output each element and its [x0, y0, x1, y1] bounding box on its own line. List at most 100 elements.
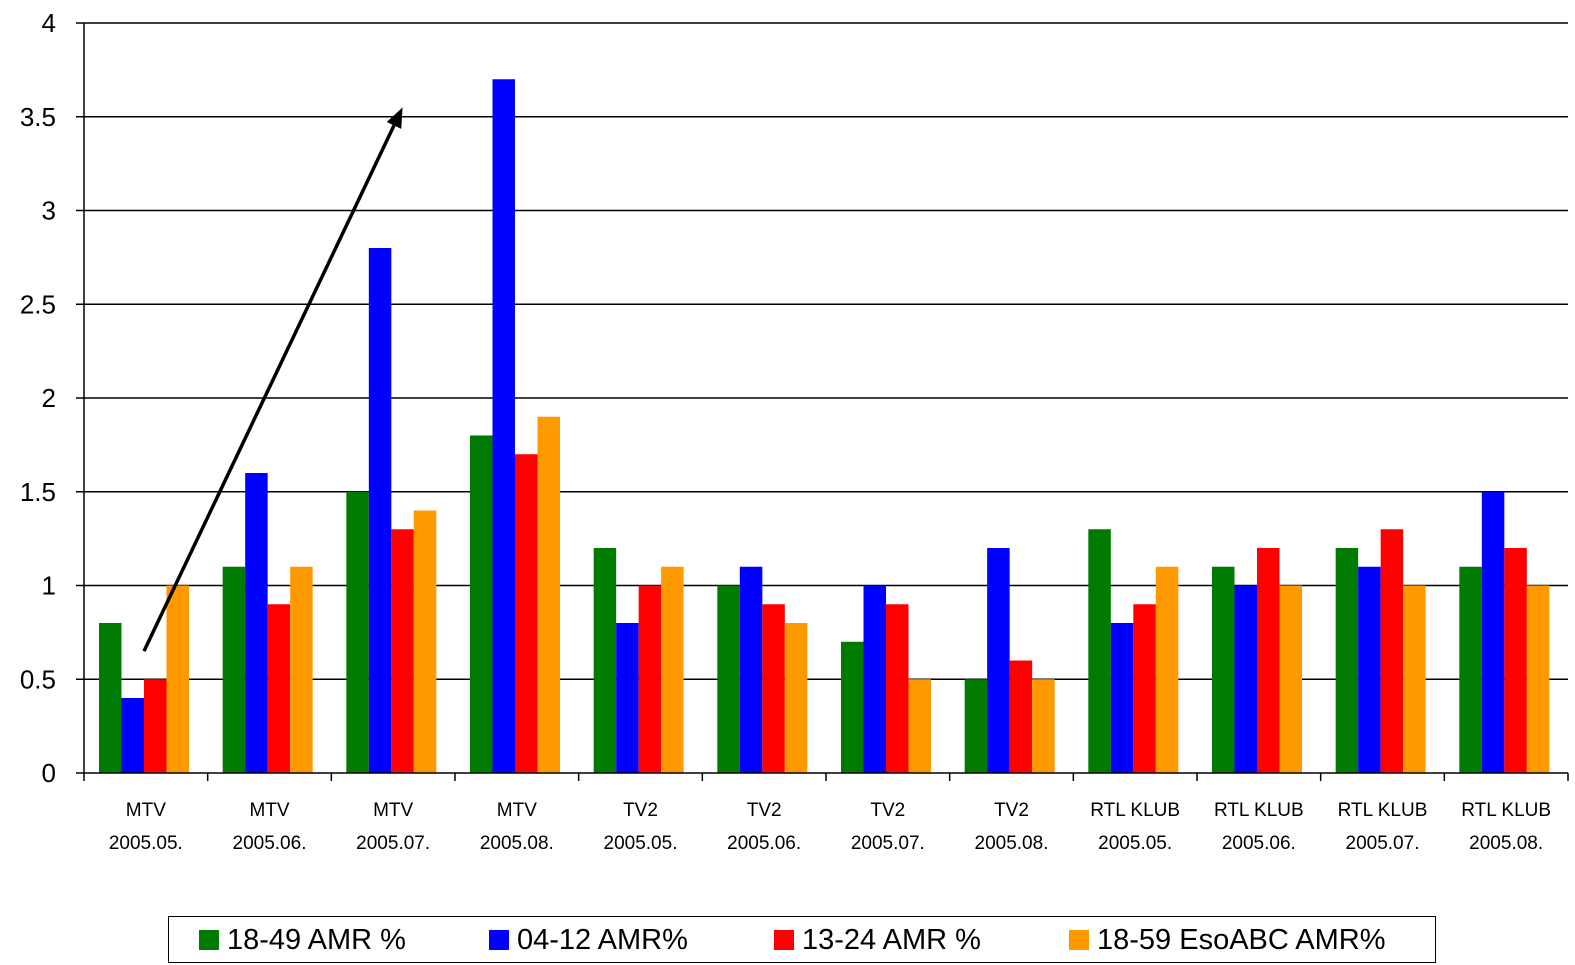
- bar: [1110, 623, 1134, 773]
- legend-item: 18-59 EsoABC AMR%: [1069, 923, 1386, 957]
- bar: [1088, 529, 1111, 773]
- x-tick-label: RTL KLUB: [1338, 800, 1428, 821]
- bar: [1155, 566, 1179, 773]
- bar: [470, 435, 493, 773]
- bar: [1526, 585, 1550, 773]
- bar: [1459, 566, 1482, 773]
- x-tick-label: 2005.06.: [1222, 833, 1296, 854]
- x-tick-label: RTL KLUB: [1214, 800, 1304, 821]
- legend-label: 13-24 AMR %: [802, 923, 981, 956]
- bar: [222, 566, 246, 773]
- bar: [1009, 660, 1033, 773]
- legend-swatch: [199, 930, 219, 950]
- bar: [616, 623, 639, 773]
- bar: [1358, 566, 1381, 773]
- legend-label: 18-59 EsoABC AMR%: [1097, 923, 1386, 956]
- bar: [99, 623, 122, 773]
- bar: [1481, 491, 1505, 773]
- bar: [717, 585, 740, 773]
- bar: [1335, 548, 1359, 773]
- bar: [144, 679, 167, 773]
- x-tick-label: 2005.05.: [604, 833, 678, 854]
- bar: [515, 454, 538, 773]
- axes: [76, 22, 1569, 781]
- legend-label: 18-49 AMR %: [227, 923, 406, 956]
- x-tick-label: TV2: [747, 800, 782, 821]
- y-tick-label: 3: [42, 196, 56, 226]
- bar: [391, 529, 414, 773]
- y-tick-label: 0: [42, 758, 56, 788]
- bar: [1403, 585, 1426, 773]
- bar: [1380, 529, 1404, 773]
- x-tick-label: TV2: [994, 800, 1029, 821]
- y-tick-label: 3.5: [20, 102, 56, 132]
- bar: [346, 491, 369, 773]
- x-tick-label: 2005.08.: [975, 833, 1049, 854]
- x-tick-label: RTL KLUB: [1461, 800, 1551, 821]
- gridlines: [84, 22, 1568, 680]
- bar: [245, 473, 268, 773]
- bar: [1234, 585, 1257, 773]
- bar: [537, 416, 560, 773]
- bar: [1133, 604, 1156, 773]
- arrow-head: [386, 107, 403, 129]
- legend-swatch: [774, 930, 794, 950]
- bar: [413, 510, 437, 773]
- legend-swatch: [489, 930, 509, 950]
- y-tick-label: 1: [42, 571, 56, 601]
- x-tick-label: 2005.07.: [851, 833, 925, 854]
- bar: [908, 679, 931, 773]
- x-tick-label: 2005.07.: [356, 833, 430, 854]
- x-tick-label: 2005.08.: [1469, 833, 1543, 854]
- y-tick-label: 2: [42, 383, 56, 413]
- x-tick-label: MTV: [373, 800, 413, 821]
- bar: [290, 566, 313, 773]
- bar: [593, 548, 617, 773]
- x-tick-label: 2005.07.: [1346, 833, 1420, 854]
- y-tick-label: 4: [42, 8, 56, 38]
- x-tick-label: 2005.05.: [109, 833, 183, 854]
- legend-swatch: [1069, 930, 1089, 950]
- x-tick-label: MTV: [126, 800, 166, 821]
- x-tick-label: MTV: [249, 800, 289, 821]
- legend-item: 04-12 AMR%: [489, 923, 688, 957]
- legend-item: 18-49 AMR %: [199, 923, 406, 957]
- bar: [1032, 679, 1055, 773]
- bar: [784, 623, 808, 773]
- bar: [661, 566, 684, 773]
- bar: [166, 585, 189, 773]
- x-tick-label: 2005.08.: [480, 833, 554, 854]
- arrow-shaft: [142, 124, 396, 652]
- x-tick-label: 2005.06.: [727, 833, 801, 854]
- bar: [1212, 566, 1235, 773]
- bar: [492, 79, 515, 773]
- bar: [863, 585, 886, 773]
- y-tick-label: 0.5: [20, 664, 56, 694]
- legend-label: 04-12 AMR%: [517, 923, 688, 956]
- bar: [1257, 548, 1280, 773]
- bar: [739, 566, 763, 773]
- x-tick-label: RTL KLUB: [1090, 800, 1180, 821]
- trend-arrow-annotation: [142, 107, 403, 652]
- bar: [267, 604, 291, 773]
- bar: [762, 604, 785, 773]
- y-tick-label: 2.5: [20, 289, 56, 319]
- x-tick-label: MTV: [497, 800, 537, 821]
- bar: [987, 548, 1010, 773]
- bar: [1504, 548, 1527, 773]
- bar: [638, 585, 662, 773]
- x-tick-label: 2005.06.: [233, 833, 307, 854]
- bars: [99, 79, 1550, 773]
- x-tick-labels: MTV 2005.05. MTV 2005.06. MTV 2005.07. MTV 2005…: [109, 800, 1551, 854]
- bar: [368, 248, 392, 773]
- bar: [964, 679, 988, 773]
- x-tick-label: 2005.05.: [1098, 833, 1172, 854]
- bar: [841, 641, 864, 773]
- y-tick-label: 1.5: [20, 477, 56, 507]
- bar: [121, 698, 144, 773]
- bar: [1279, 585, 1302, 773]
- legend: 18-49 AMR % 04-12 AMR% 13-24 AMR % 18-59 Es…: [168, 916, 1436, 963]
- x-tick-label: TV2: [870, 800, 905, 821]
- legend-item: 13-24 AMR %: [774, 923, 981, 957]
